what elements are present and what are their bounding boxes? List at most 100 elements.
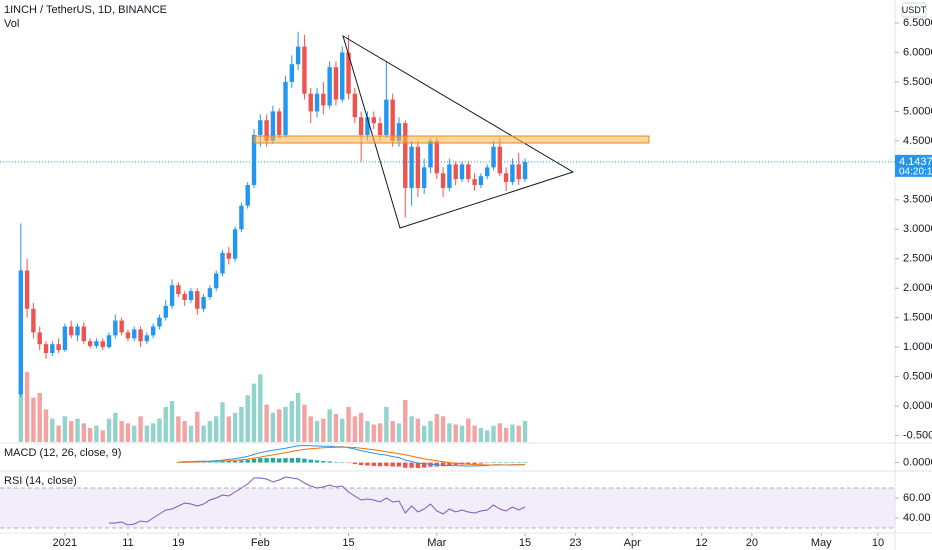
volume-bar xyxy=(239,407,244,442)
volume-bar xyxy=(491,425,496,442)
volume-bar xyxy=(295,393,301,442)
macd-histogram-bar xyxy=(258,458,263,463)
macd-histogram-bar xyxy=(428,462,433,467)
macd-histogram-bar xyxy=(333,462,339,463)
macd-histogram-bar xyxy=(377,462,383,467)
candle-body xyxy=(220,252,225,274)
candle-body xyxy=(43,344,49,354)
macd-histogram-bar xyxy=(327,461,332,463)
candle-body xyxy=(421,167,427,188)
candle-body xyxy=(409,146,414,188)
volume-bar xyxy=(75,418,80,442)
candle-body xyxy=(226,252,231,259)
volume-bar xyxy=(440,416,446,442)
candle-body xyxy=(251,134,257,186)
macd-histogram-bar xyxy=(491,462,496,463)
x-tick-label: 15 xyxy=(342,537,354,549)
candle-body xyxy=(497,146,503,174)
volume-bar xyxy=(478,428,484,442)
volume-bar xyxy=(226,416,231,442)
volume-bar xyxy=(384,407,389,442)
volume-bar xyxy=(327,409,332,442)
volume-bar xyxy=(182,421,187,442)
candle-body xyxy=(485,167,490,177)
volume-bar xyxy=(144,425,150,442)
candle-body xyxy=(428,140,433,168)
macd-histogram-bar xyxy=(358,462,364,466)
candle-body xyxy=(403,123,408,188)
volume-bar xyxy=(43,409,49,442)
macd-histogram-bar xyxy=(314,460,320,463)
volume-bar xyxy=(459,425,465,442)
volume-bar xyxy=(434,414,439,442)
x-tick-label: 10 xyxy=(872,537,884,549)
candle-body xyxy=(522,161,528,180)
volume-bar xyxy=(314,421,320,442)
candle-body xyxy=(87,341,93,346)
volume-bar xyxy=(245,395,250,442)
volume-bar xyxy=(62,416,68,442)
candle-body xyxy=(24,270,30,309)
volume-bar xyxy=(466,418,471,442)
volume-bar xyxy=(251,383,257,442)
macd-histogram-bar xyxy=(195,462,200,463)
macd-histogram-bar xyxy=(421,462,427,468)
macd-histogram-bar xyxy=(352,462,358,465)
volume-bar xyxy=(201,425,206,442)
candle-body xyxy=(327,67,332,106)
candle-body xyxy=(232,229,238,259)
macd-histogram-bar xyxy=(403,462,408,468)
candle-body xyxy=(270,111,276,141)
volume-bar xyxy=(119,421,124,442)
candle-body xyxy=(245,185,250,206)
macd-histogram-bar xyxy=(270,457,276,463)
macd-histogram-bar xyxy=(516,462,521,464)
macd-histogram-bar xyxy=(440,462,446,467)
candle-body xyxy=(69,326,74,336)
volume-bar xyxy=(371,424,376,442)
candle-body xyxy=(510,164,515,183)
volume-bar xyxy=(37,393,42,442)
macd-histogram-bar xyxy=(365,462,370,466)
volume-bar xyxy=(81,423,87,442)
volume-bar xyxy=(232,412,238,442)
countdown-label: 04:20:11 xyxy=(899,166,932,177)
macd-histogram-bar xyxy=(289,458,295,463)
candle-body xyxy=(396,123,402,141)
symbol-title: 1INCH / TetherUS, 1D, BINANCE xyxy=(4,4,167,16)
x-tick-label: 20 xyxy=(746,537,758,549)
macd-histogram-bar xyxy=(466,462,471,465)
last-price-box xyxy=(895,154,932,177)
candle-body xyxy=(466,164,471,180)
macd-histogram-bar xyxy=(447,462,452,466)
volume-bar xyxy=(106,418,112,442)
volume-bar xyxy=(352,416,358,442)
candle-body xyxy=(163,305,168,318)
candle-body xyxy=(352,93,358,118)
volume-bar xyxy=(396,423,402,442)
macd-histogram-bar xyxy=(220,461,225,463)
volume-bar xyxy=(377,423,383,442)
candle-body xyxy=(365,117,370,135)
candle-body xyxy=(75,326,80,336)
x-tick-label: 2021 xyxy=(53,537,77,549)
volume-bar xyxy=(346,407,351,442)
candle-body xyxy=(283,81,288,135)
candle-body xyxy=(18,270,23,395)
volume-bar xyxy=(302,404,307,442)
candle-body xyxy=(472,179,477,186)
volume-bar xyxy=(516,425,521,442)
macd-histogram-bar xyxy=(232,460,238,463)
volume-bar xyxy=(50,418,55,442)
macd-histogram-bar xyxy=(239,460,244,463)
volume-bar xyxy=(220,402,225,442)
macd-histogram-bar xyxy=(384,462,389,467)
volume-bar xyxy=(188,425,194,442)
currency-label: USDT xyxy=(902,5,927,15)
rsi-band xyxy=(0,488,895,528)
